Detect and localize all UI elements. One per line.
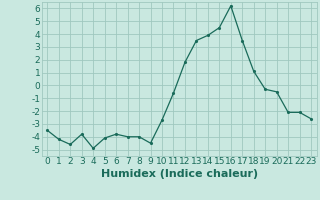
X-axis label: Humidex (Indice chaleur): Humidex (Indice chaleur) xyxy=(100,169,258,179)
